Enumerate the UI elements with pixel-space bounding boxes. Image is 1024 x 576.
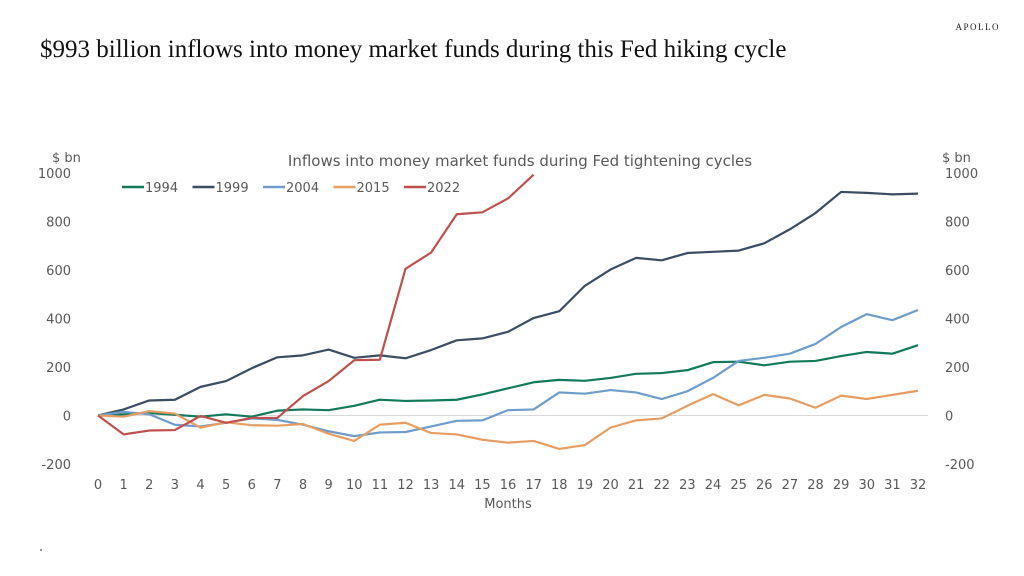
- y-tick-label-right: 400: [945, 313, 970, 328]
- legend-item-2015: 2015: [333, 181, 390, 196]
- x-tick-label: 28: [807, 478, 824, 493]
- x-tick-label: 15: [474, 478, 491, 493]
- legend-label: 2015: [357, 181, 390, 196]
- legend-item-2004: 2004: [263, 181, 319, 196]
- y-tick-label-left: 400: [46, 313, 71, 328]
- x-tick-label: 6: [248, 478, 256, 493]
- y-tick-label-left: 1000: [38, 167, 71, 182]
- x-axis-label: Months: [484, 497, 532, 512]
- x-tick-label: 32: [910, 478, 927, 493]
- headline: $993 billion inflows into money market f…: [40, 36, 787, 63]
- x-tick-label: 4: [196, 478, 204, 493]
- x-tick-label: 30: [858, 478, 875, 493]
- x-tick-label: 27: [782, 478, 799, 493]
- x-tick-label: 23: [679, 478, 696, 493]
- legend-label: 1994: [145, 181, 178, 196]
- footer-dot: [40, 549, 42, 551]
- x-tick-label: 11: [372, 478, 389, 493]
- x-tick-label: 20: [602, 478, 619, 493]
- x-tick-label: 5: [222, 478, 230, 493]
- x-tick-label: 21: [628, 478, 645, 493]
- legend-item-1994: 1994: [122, 181, 178, 196]
- x-tick-label: 8: [299, 478, 307, 493]
- legend-label: 1999: [216, 181, 249, 196]
- x-tick-label: 2: [145, 478, 153, 493]
- y-tick-label-right: 800: [945, 216, 970, 231]
- x-tick-label: 26: [756, 478, 773, 493]
- y-tick-label-right: 0: [945, 410, 953, 425]
- legend-item-1999: 1999: [192, 181, 249, 196]
- x-tick-label: 3: [171, 478, 179, 493]
- x-tick-label: 24: [705, 478, 722, 493]
- legend-item-2022: 2022: [404, 181, 460, 196]
- x-tick-label: 25: [730, 478, 747, 493]
- y-tick-label-left: -200: [41, 458, 71, 473]
- x-tick-label: 7: [273, 478, 281, 493]
- x-tick-label: 19: [577, 478, 594, 493]
- y-tick-label-left: 0: [63, 410, 71, 425]
- x-tick-label: 22: [653, 478, 670, 493]
- x-tick-label: 16: [500, 478, 517, 493]
- apollo-logo: APOLLO: [955, 22, 1000, 32]
- y-tick-label-right: 1000: [945, 167, 978, 182]
- y-tick-label-left: 800: [46, 216, 71, 231]
- series-line-2015: [97, 389, 919, 451]
- x-tick-label: 14: [448, 478, 465, 493]
- y-tick-label-left: 600: [46, 264, 71, 279]
- x-tick-label: 12: [397, 478, 414, 493]
- x-tick-label: 9: [324, 478, 332, 493]
- y-axis-label-left: $ bn: [52, 151, 81, 166]
- y-tick-label-right: 200: [945, 361, 970, 376]
- chart-title: Inflows into money market funds during F…: [288, 152, 752, 170]
- legend-label: 2022: [427, 181, 460, 196]
- legend-label: 2004: [286, 181, 319, 196]
- y-axis-label-right: $ bn: [942, 151, 971, 166]
- y-tick-label-left: 200: [46, 361, 71, 376]
- series-line-1999: [97, 190, 919, 417]
- series-line-1994: [97, 344, 919, 418]
- x-tick-label: 1: [119, 478, 127, 493]
- series-line-2022: [97, 173, 535, 436]
- y-tick-label-right: -200: [945, 458, 975, 473]
- x-tick-label: 18: [551, 478, 568, 493]
- x-tick-label: 13: [423, 478, 440, 493]
- x-tick-label: 0: [94, 478, 102, 493]
- y-tick-label-right: 600: [945, 264, 970, 279]
- x-tick-label: 31: [884, 478, 901, 493]
- x-tick-label: 29: [833, 478, 850, 493]
- x-tick-label: 10: [346, 478, 363, 493]
- x-tick-label: 17: [525, 478, 542, 493]
- series-line-2004: [97, 308, 919, 438]
